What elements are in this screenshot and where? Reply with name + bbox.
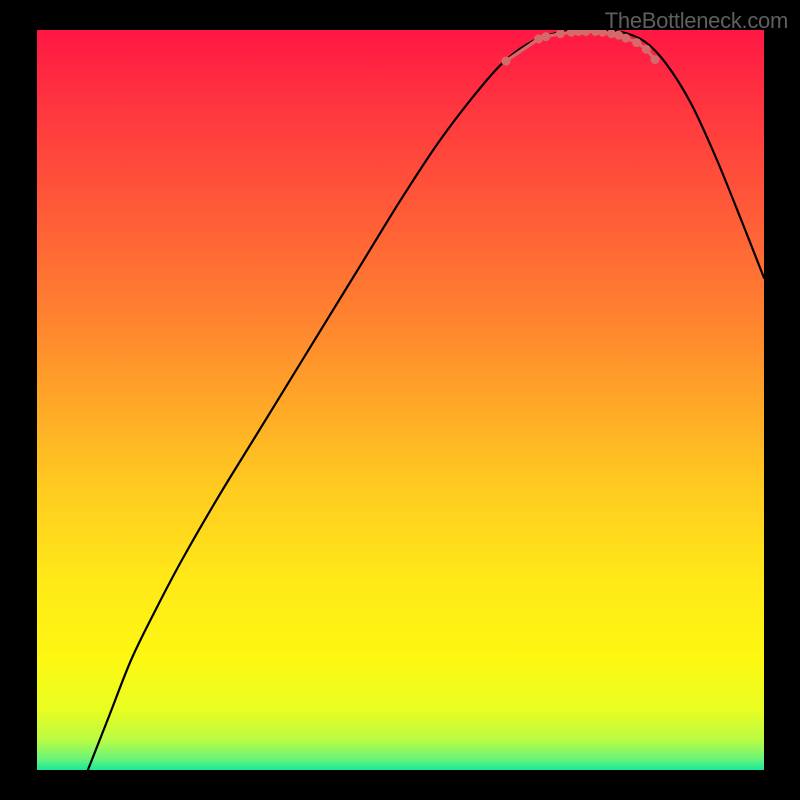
gradient-background bbox=[37, 30, 764, 770]
plot-area bbox=[37, 30, 764, 770]
highlight-point bbox=[621, 34, 630, 43]
highlight-point bbox=[632, 38, 641, 47]
chart-svg bbox=[37, 30, 764, 770]
highlight-point bbox=[650, 55, 659, 64]
highlight-point bbox=[501, 57, 510, 66]
highlight-point bbox=[642, 45, 651, 54]
chart-container: TheBottleneck.com bbox=[0, 0, 800, 800]
watermark-text: TheBottleneck.com bbox=[605, 8, 788, 34]
highlight-point bbox=[541, 32, 550, 41]
